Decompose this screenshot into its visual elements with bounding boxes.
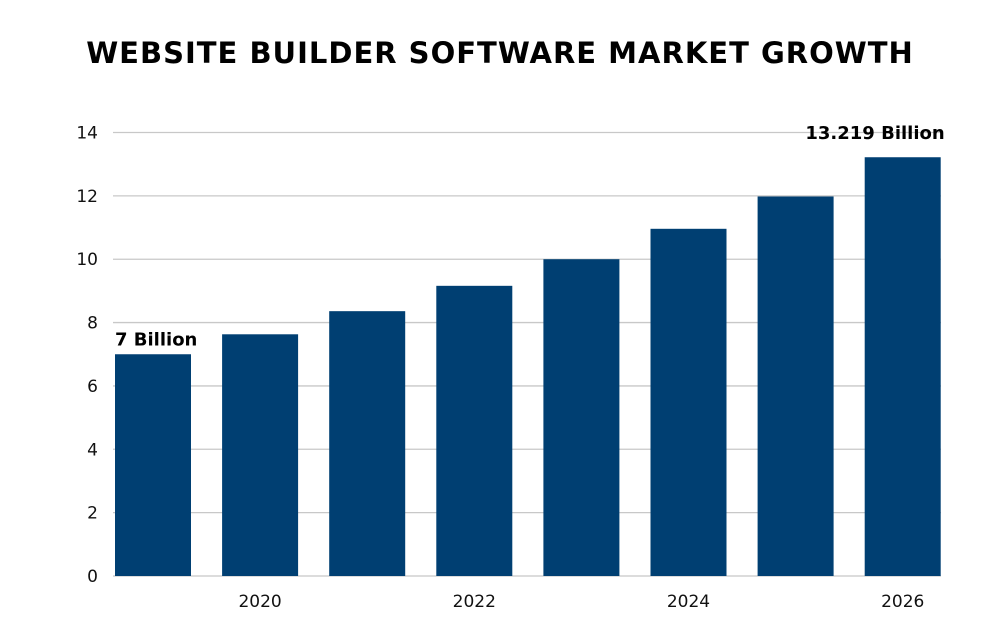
y-tick-label: 14 <box>76 124 98 144</box>
y-tick-label: 4 <box>87 440 98 460</box>
data-label: 13.219 Billion <box>805 123 944 144</box>
y-tick-label: 12 <box>76 187 98 207</box>
y-tick-label: 0 <box>87 567 98 587</box>
y-tick-label: 8 <box>87 314 98 334</box>
y-tick-label: 10 <box>76 250 98 270</box>
bar-2026 <box>864 157 941 576</box>
chart-title: WEBSITE BUILDER SOFTWARE MARKET GROWTH <box>86 36 914 70</box>
x-tick-label: 2024 <box>667 592 710 612</box>
bar-2023 <box>543 259 620 576</box>
bar-2024 <box>650 228 727 576</box>
bar-2022 <box>436 285 513 576</box>
bar-2025 <box>757 196 834 576</box>
bar-2019 <box>115 354 191 576</box>
y-tick-label: 6 <box>87 377 98 397</box>
bar-2021 <box>329 311 406 576</box>
bar-2020 <box>222 334 299 576</box>
x-tick-label: 2020 <box>238 592 281 612</box>
x-tick-label: 2022 <box>453 592 496 612</box>
x-tick-label: 2026 <box>881 592 924 612</box>
y-tick-label: 2 <box>87 504 98 524</box>
data-label: 7 Billion <box>115 329 197 350</box>
